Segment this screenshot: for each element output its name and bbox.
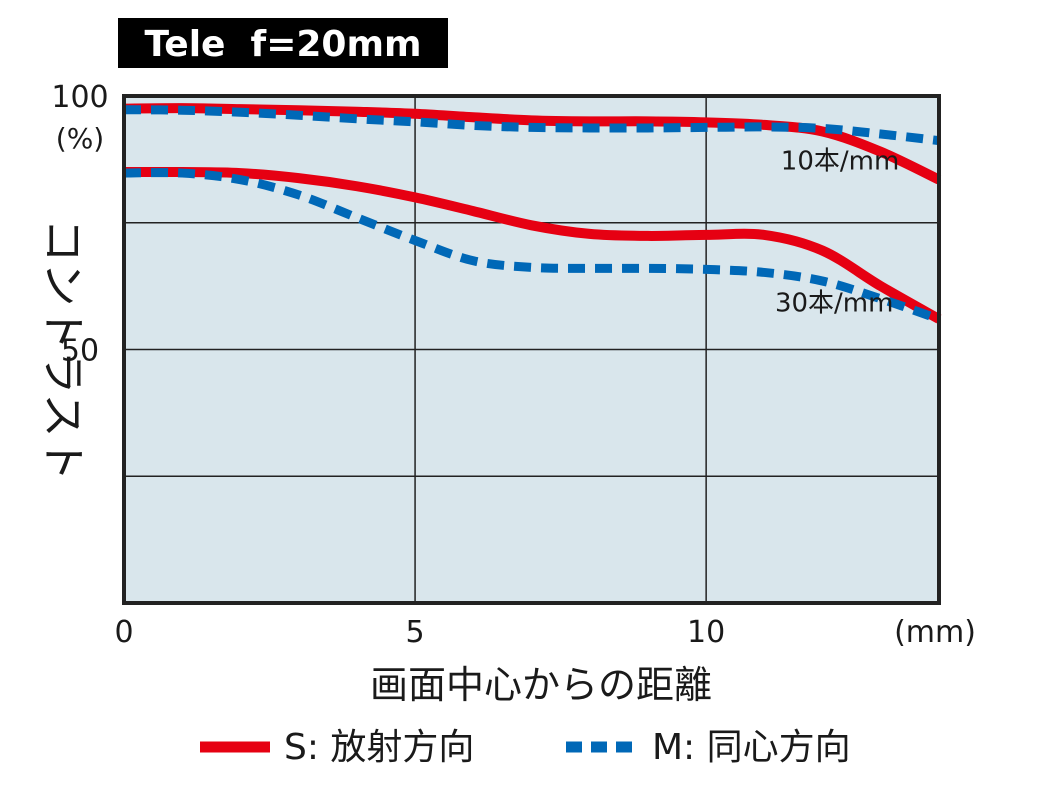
plot-border (122, 94, 941, 605)
series-group-label: 30本/mm (775, 288, 894, 318)
series-line-s-30 (123, 166, 942, 324)
chart-title: Tele f=20mm (145, 24, 422, 65)
series-line-m-10 (123, 105, 940, 146)
x-unit: (mm) (894, 615, 976, 650)
x-tick-label: 0 (114, 615, 133, 650)
tick-labels: 0 5 10 50 100 (51, 80, 725, 650)
gridlines (124, 96, 939, 603)
title-box (118, 18, 448, 68)
y-tick-label: 100 (51, 80, 108, 115)
legend: S: 放射方向 M: 同心方向 (200, 727, 851, 768)
y-tick-label: 50 (61, 334, 99, 369)
legend-label-s: S: 放射方向 (284, 727, 474, 768)
x-tick-label: 10 (687, 615, 725, 650)
y-unit: (%) (56, 122, 104, 155)
series-group-label: 10本/mm (781, 147, 900, 177)
x-tick-label: 5 (406, 615, 425, 650)
y-axis-label: コントラスト (37, 218, 88, 481)
series-group (123, 103, 942, 324)
legend-label-m: M: 同心方向 (652, 727, 851, 768)
x-axis-label: 画面中心からの距離 (370, 663, 712, 707)
annotations: 10本/mm 30本/mm (775, 147, 899, 319)
